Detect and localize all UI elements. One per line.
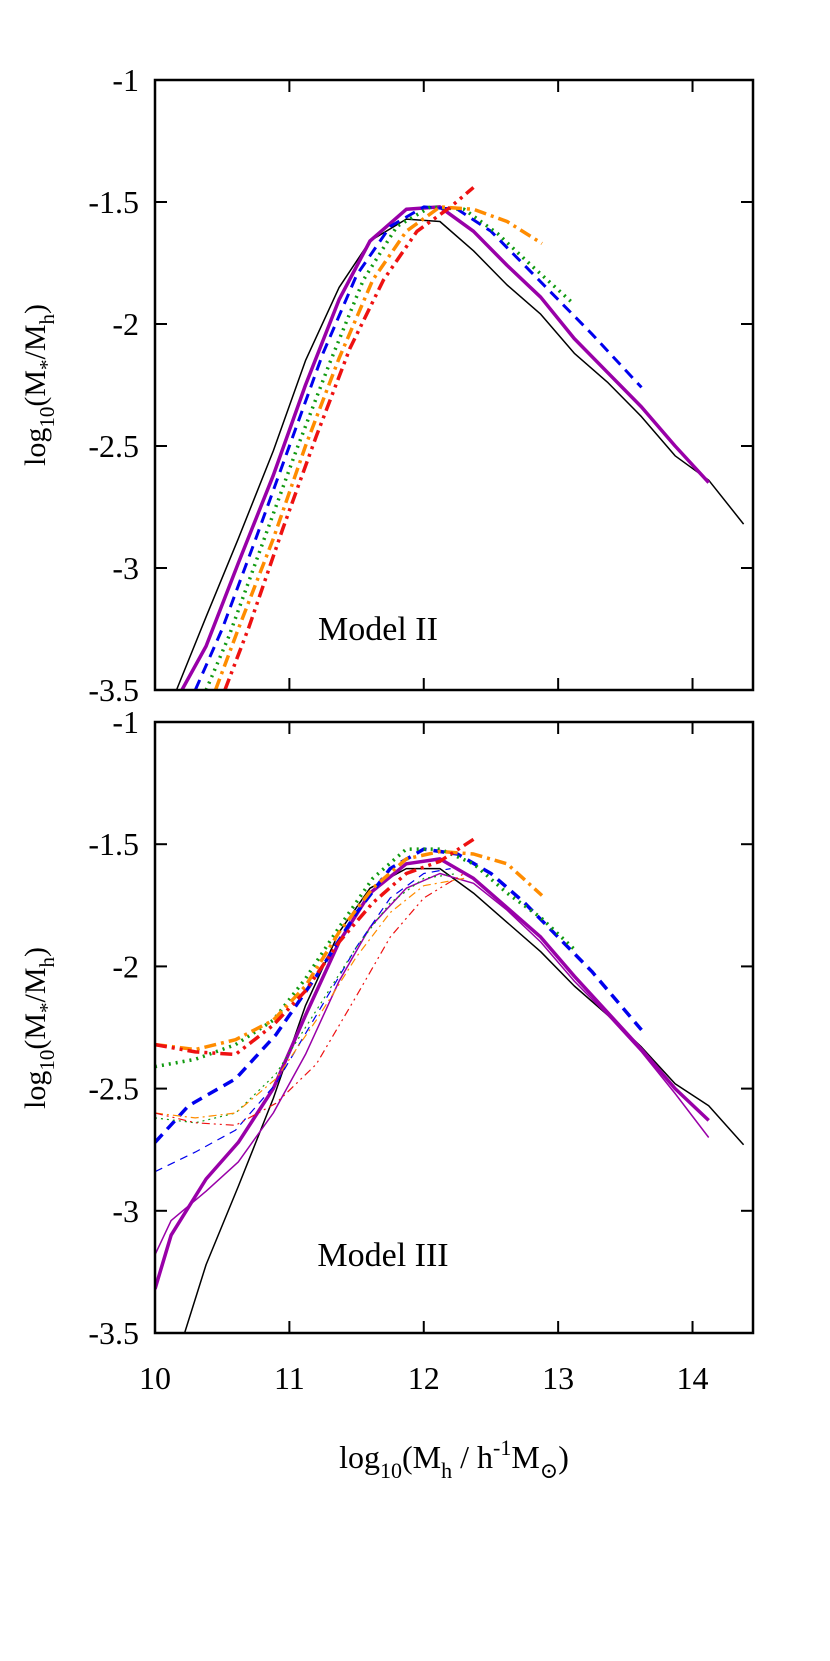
series-group	[155, 837, 745, 1333]
y-tick-label: -3	[112, 550, 139, 586]
plot-frame	[153, 720, 755, 1335]
series-line-blue-thick	[155, 847, 643, 1144]
series-line-black-thin	[175, 218, 745, 690]
series-line-green	[204, 205, 576, 690]
panel-model-ii: -1 -1.5 -2 -2.5 -3 -3.5 Model II	[88, 62, 755, 708]
series-line-purple-thick	[155, 857, 710, 1290]
series-group	[175, 186, 745, 690]
x-tick-label: 12	[408, 1360, 440, 1396]
y-tick-label: -3	[112, 1193, 139, 1229]
y-axis-label-top: log10(M*/Mh)	[19, 304, 59, 466]
series-line-red-thick	[155, 837, 475, 1057]
y-tick-label: -1	[112, 704, 139, 740]
series-line-purple-thin	[155, 872, 710, 1256]
series-line-blue	[193, 205, 643, 690]
y-tick-label: -3.5	[88, 672, 139, 708]
y-tick-label: -3.5	[88, 1315, 139, 1351]
plot-frame	[153, 78, 755, 692]
series-line-blue-thin	[155, 868, 451, 1173]
series-line-black-thin	[183, 867, 745, 1333]
y-tick-label: -1.5	[88, 826, 139, 862]
y-tick-label: -2.5	[88, 1071, 139, 1107]
panel-title: Model II	[318, 611, 438, 648]
series-line-red	[223, 186, 475, 690]
series-line-red-thin	[155, 872, 465, 1126]
x-tick-label: 14	[677, 1360, 709, 1396]
series-line-green-thin	[155, 872, 458, 1124]
y-tick-label: -2	[112, 306, 139, 342]
y-tick-label: -1	[112, 62, 139, 98]
x-tick-label: 10	[139, 1360, 171, 1396]
y-tick-label: -1.5	[88, 184, 139, 220]
x-tick-label: 11	[274, 1360, 305, 1396]
panel-model-iii: 10 11 12 13 14 -1 -1.5 -2 -2.5 -3 -3.5 Model III	[88, 704, 755, 1396]
x-tick-label: 13	[542, 1360, 574, 1396]
panel-title: Model III	[317, 1237, 448, 1274]
series-line-green-thick	[155, 847, 576, 1069]
series-line-purple	[180, 205, 710, 690]
series-line-orange	[213, 205, 543, 690]
series-line-orange-thick	[155, 849, 544, 1052]
y-axis-label-bottom: log10(M*/Mh)	[19, 947, 59, 1109]
series-line-orange-thin	[155, 877, 465, 1119]
y-tick-label: -2.5	[88, 428, 139, 464]
x-axis-label: log10(Mh / h-1M⊙)	[339, 1435, 569, 1483]
y-tick-label: -2	[112, 948, 139, 984]
